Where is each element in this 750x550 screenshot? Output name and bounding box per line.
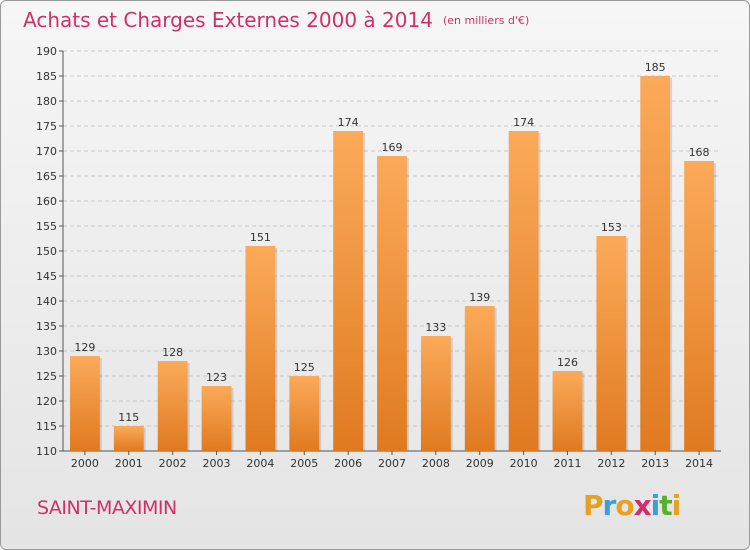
proxiti-logo-letter: x xyxy=(633,489,652,522)
bars xyxy=(70,76,716,451)
y-tick-label: 150 xyxy=(36,245,57,258)
x-tick-label: 2006 xyxy=(334,457,362,470)
bar xyxy=(552,371,583,451)
bar xyxy=(377,156,407,451)
proxiti-logo: Proxiti xyxy=(583,489,682,522)
data-label: 169 xyxy=(382,141,403,154)
x-tick-label: 2010 xyxy=(510,457,538,470)
data-label: 125 xyxy=(294,361,315,374)
x-tick-label: 2008 xyxy=(422,457,450,470)
y-tick-label: 130 xyxy=(36,345,57,358)
proxiti-logo-letter: t xyxy=(659,489,672,522)
data-label: 153 xyxy=(601,221,622,234)
y-tick-label: 110 xyxy=(36,445,57,458)
y-tick-label: 160 xyxy=(36,195,57,208)
proxiti-logo-letter: r xyxy=(602,489,617,522)
x-tick-label: 2004 xyxy=(246,457,274,470)
x-tick-label: 2012 xyxy=(597,457,625,470)
x-tick-label: 2003 xyxy=(203,457,231,470)
y-tick-label: 125 xyxy=(36,370,57,383)
bar xyxy=(464,306,495,451)
bar xyxy=(684,161,714,451)
data-label: 128 xyxy=(162,346,183,359)
x-tick-label: 2011 xyxy=(553,457,581,470)
proxiti-logo-letter: i xyxy=(671,489,682,522)
data-label: 133 xyxy=(425,321,446,334)
bar xyxy=(157,361,188,451)
bar xyxy=(245,246,276,451)
bar xyxy=(596,236,627,451)
data-label: 139 xyxy=(469,291,490,304)
bar xyxy=(201,386,232,451)
data-label: 168 xyxy=(689,146,710,159)
x-tick-label: 2005 xyxy=(290,457,318,470)
data-label: 123 xyxy=(206,371,227,384)
y-tick-label: 155 xyxy=(36,220,57,233)
y-tick-label: 170 xyxy=(36,145,57,158)
bar xyxy=(289,376,320,451)
bar xyxy=(333,131,364,451)
bar xyxy=(508,131,539,451)
data-label: 174 xyxy=(338,116,359,129)
chart-title-text: Achats et Charges Externes 2000 à 2014 xyxy=(23,8,433,32)
x-tick-label: 2013 xyxy=(641,457,669,470)
data-label: 115 xyxy=(118,411,139,424)
y-tick-label: 165 xyxy=(36,170,57,183)
y-tick-label: 175 xyxy=(36,120,57,133)
bar xyxy=(113,426,144,451)
proxiti-logo-letter: o xyxy=(615,489,634,522)
y-tick-label: 140 xyxy=(36,295,57,308)
x-tick-label: 2007 xyxy=(378,457,406,470)
x-tick-label: 2014 xyxy=(685,457,713,470)
data-label: 185 xyxy=(645,61,666,74)
bar xyxy=(70,356,100,451)
bar xyxy=(420,336,451,451)
bar xyxy=(640,76,671,451)
x-tick-label: 2001 xyxy=(115,457,143,470)
proxiti-logo-letter: P xyxy=(583,489,604,522)
y-tick-label: 120 xyxy=(36,395,57,408)
y-tick-label: 135 xyxy=(36,320,57,333)
x-tick-label: 2009 xyxy=(466,457,494,470)
proxiti-logo-letter: i xyxy=(650,489,661,522)
x-tick-label: 2000 xyxy=(71,457,99,470)
x-tick-label: 2002 xyxy=(159,457,187,470)
data-label: 174 xyxy=(513,116,534,129)
y-tick-label: 180 xyxy=(36,95,57,108)
data-label: 129 xyxy=(74,341,95,354)
y-tick-label: 190 xyxy=(36,45,57,58)
y-tick-label: 185 xyxy=(36,70,57,83)
y-tick-label: 115 xyxy=(36,420,57,433)
data-label: 151 xyxy=(250,231,271,244)
y-tick-label: 145 xyxy=(36,270,57,283)
labels: 110 115 120 125 130 135 140 145 150 155 160 165 170 1… xyxy=(36,45,713,470)
chart-title: Achats et Charges Externes 2000 à 2014 (e… xyxy=(23,8,529,32)
city-name: SAINT-MAXIMIN xyxy=(37,497,177,519)
chart-subtitle: (en milliers d'€) xyxy=(442,14,530,27)
data-label: 126 xyxy=(557,356,578,369)
